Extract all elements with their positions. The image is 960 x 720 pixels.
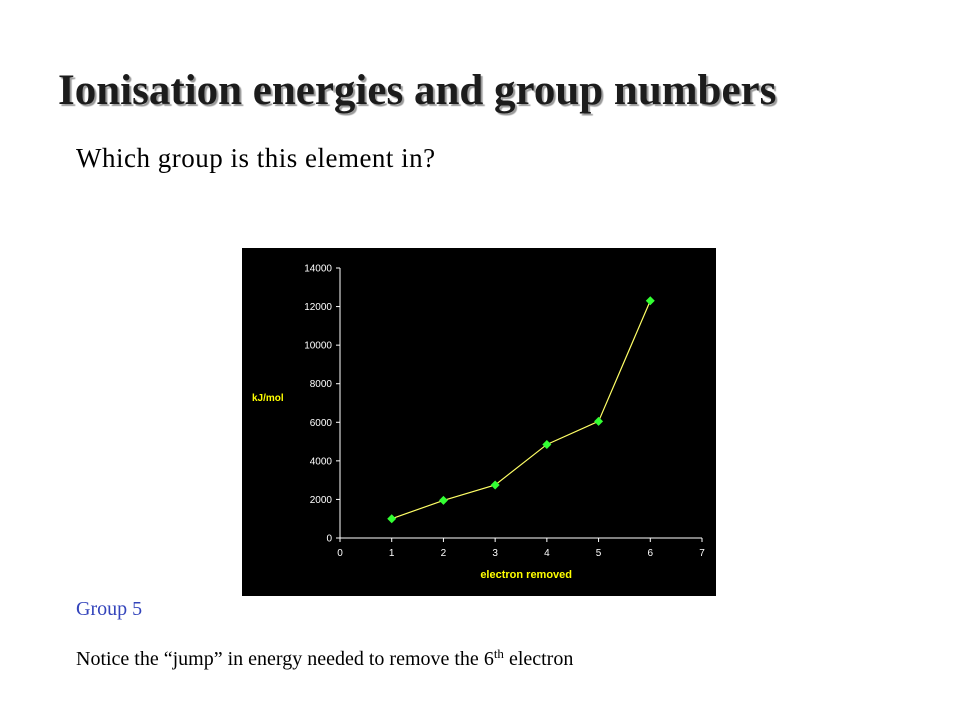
y-tick-label: 4000: [310, 456, 333, 467]
answer-text: Group 5: [76, 598, 143, 620]
x-axis-label: electron removed: [480, 569, 572, 581]
data-point: [645, 296, 655, 306]
note-text: Notice the “jump” in energy needed to re…: [76, 646, 573, 671]
y-tick-label: 12000: [304, 302, 332, 313]
data-point: [387, 514, 397, 524]
data-point: [438, 495, 448, 505]
y-tick-label: 2000: [310, 495, 333, 506]
y-tick-label: 8000: [310, 379, 333, 390]
chart-axes: 0 2000 4000 6000 8000 10000 12000 14000 0 1 2 3 4 5 6 7: [304, 264, 705, 560]
x-tick-label: 5: [596, 548, 602, 559]
slide-title: Ionisation energies and group numbers: [58, 67, 777, 114]
y-tick-label: 6000: [310, 418, 333, 429]
y-axis-label: kJ/mol: [252, 393, 284, 404]
x-tick-label: 1: [389, 548, 395, 559]
data-point: [542, 439, 552, 449]
x-tick-label: 2: [441, 548, 447, 559]
ionisation-energy-chart: 0 2000 4000 6000 8000 10000 12000 14000 0 1 2 3 4 5 6 7…: [242, 248, 716, 596]
chart-series: [387, 296, 655, 524]
note-text-end: electron: [503, 648, 574, 670]
y-tick-label: 0: [326, 534, 332, 545]
data-point: [490, 480, 500, 490]
x-tick-label: 0: [337, 548, 343, 559]
chart-svg: 0 2000 4000 6000 8000 10000 12000 14000 0 1 2 3 4 5 6 7…: [252, 264, 705, 582]
x-tick-label: 3: [492, 548, 498, 559]
data-point: [594, 416, 604, 426]
note-superscript: th: [493, 646, 504, 661]
series-line: [391, 300, 651, 520]
slide-question: Which group is this element in?: [76, 143, 436, 173]
x-tick-label: 7: [699, 548, 705, 559]
y-tick-label: 10000: [304, 341, 332, 352]
x-tick-label: 4: [544, 548, 550, 559]
note-text-start: Notice the “jump” in energy needed to re…: [76, 648, 494, 670]
x-tick-label: 6: [648, 548, 654, 559]
y-tick-label: 14000: [304, 264, 332, 275]
